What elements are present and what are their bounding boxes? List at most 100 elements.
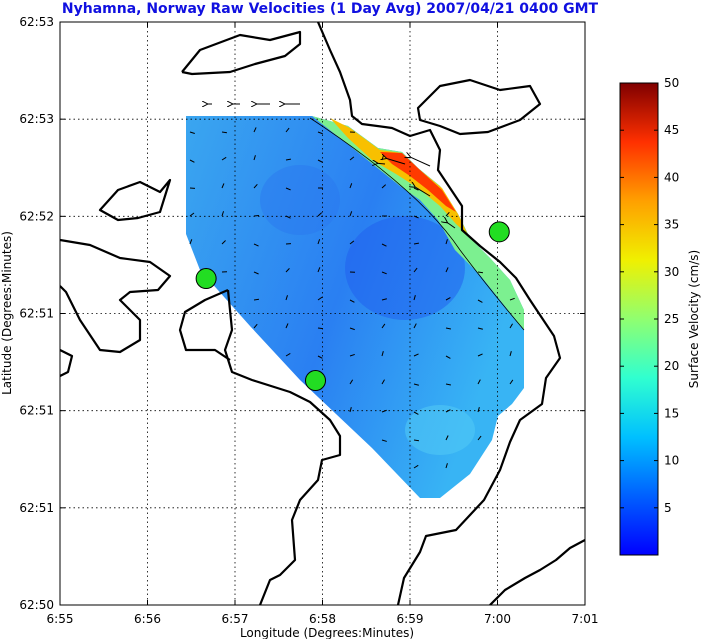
radar-site-marker — [195, 268, 217, 290]
velocity-slow-core — [345, 216, 465, 320]
velocity-vector — [285, 215, 291, 219]
x-tick-label: 6:59 — [397, 612, 424, 626]
y-axis-ticks: 62:50 62:51 62:51 62:51 62:52 62:53 62:53 — [19, 15, 585, 612]
velocity-vector — [477, 435, 482, 441]
velocity-vector — [509, 297, 515, 301]
velocity-vector — [317, 296, 323, 301]
x-tick-label: 6:56 — [134, 612, 161, 626]
velocity-south-patch — [405, 405, 475, 455]
y-tick-label: 62:51 — [19, 404, 54, 418]
velocity-vector — [413, 353, 419, 357]
velocity-vector — [317, 355, 323, 359]
velocity-vector-large — [447, 222, 456, 229]
velocity-vector — [349, 407, 352, 413]
velocity-vector — [381, 409, 387, 413]
velocity-vector — [381, 439, 387, 442]
velocity-vector — [253, 127, 257, 133]
velocity-vector — [413, 187, 419, 191]
velocity-vector — [477, 271, 484, 274]
velocity-vector — [253, 271, 259, 275]
x-axis-label: Longitude (Degrees:Minutes) — [240, 626, 414, 639]
colorbar-ticks: 5 10 15 20 25 30 35 40 45 50 — [620, 76, 679, 515]
velocity-vector — [509, 379, 514, 385]
velocity-vector — [317, 239, 321, 245]
velocity-vector — [317, 212, 323, 217]
velocity-vector — [317, 131, 323, 135]
radar-site-marker — [305, 370, 326, 392]
velocity-vector — [477, 379, 481, 385]
velocity-vector — [381, 298, 387, 301]
x-tick-label: 6:55 — [47, 612, 74, 626]
colorbar-tick-label: 25 — [664, 312, 679, 326]
velocity-slow-core-2 — [260, 165, 340, 235]
velocity-vector-large — [410, 157, 431, 167]
velocity-vector — [221, 183, 225, 189]
velocity-vector — [349, 156, 355, 161]
velocity-vector-large — [386, 158, 406, 165]
velocity-vector — [285, 295, 288, 301]
x-tick-label: 7:00 — [484, 612, 511, 626]
velocity-vector — [253, 155, 256, 161]
velocity-vector — [381, 243, 387, 247]
velocity-vector — [253, 183, 258, 189]
velocity-vector — [189, 159, 195, 163]
velocity-fast-edge-warm — [330, 118, 468, 235]
velocity-vector — [413, 411, 419, 415]
velocity-vector — [509, 323, 513, 329]
velocity-vector — [221, 156, 227, 161]
velocity-vector — [445, 297, 451, 301]
velocity-vector — [253, 243, 259, 247]
velocity-vector — [221, 211, 225, 217]
velocity-vector — [253, 214, 260, 217]
velocity-vector — [349, 299, 355, 303]
chart-title: Nyhamna, Norway Raw Velocities (1 Day Av… — [62, 1, 599, 17]
velocity-vector — [349, 183, 353, 189]
velocity-vector-large — [377, 163, 386, 164]
velocity-vector — [317, 159, 323, 163]
y-axis-label: Latitude (Degrees:Minutes) — [0, 231, 14, 395]
colorbar-tick-label: 50 — [664, 76, 679, 90]
velocity-vector — [445, 239, 448, 245]
velocity-vector — [445, 355, 451, 359]
colorbar-tick-label: 10 — [664, 454, 679, 468]
colorbar-tick-label: 40 — [664, 170, 679, 184]
velocity-vector — [413, 464, 419, 469]
vector-field — [189, 104, 515, 469]
velocity-vector — [413, 242, 420, 245]
velocity-vector — [381, 379, 385, 385]
y-tick-label: 62:50 — [19, 598, 54, 612]
velocity-vector — [349, 211, 353, 217]
colorbar-tick-label: 5 — [664, 501, 672, 515]
velocity-vector — [317, 327, 324, 330]
y-tick-label: 62:53 — [19, 112, 54, 126]
velocity-vector — [349, 353, 355, 357]
velocity-vector — [477, 327, 483, 330]
velocity-vector — [285, 268, 290, 273]
colorbar-tick-label: 20 — [664, 359, 679, 373]
velocity-vector — [477, 299, 483, 303]
coastline — [60, 22, 585, 605]
velocity-vector — [445, 267, 449, 273]
velocity-vector — [221, 131, 228, 134]
velocity-vector — [253, 298, 260, 301]
velocity-vector — [445, 435, 449, 441]
velocity-vector — [189, 131, 195, 134]
velocity-vector — [445, 409, 451, 413]
velocity-vector — [413, 439, 420, 442]
velocity-vector — [317, 267, 321, 273]
velocity-vector — [285, 127, 290, 133]
colorbar — [619, 82, 659, 556]
y-tick-label: 62:51 — [19, 307, 54, 321]
y-tick-label: 62:52 — [19, 209, 54, 223]
velocity-vector — [445, 327, 452, 330]
x-tick-label: 7:01 — [572, 612, 599, 626]
velocity-vector — [381, 271, 387, 275]
velocity-vector — [381, 184, 387, 189]
velocity-vector — [381, 323, 386, 329]
velocity-vector — [189, 212, 195, 217]
velocity-vector — [349, 379, 354, 385]
radar-site-marker — [488, 221, 510, 243]
velocity-vector — [253, 323, 258, 329]
grid — [60, 22, 585, 605]
